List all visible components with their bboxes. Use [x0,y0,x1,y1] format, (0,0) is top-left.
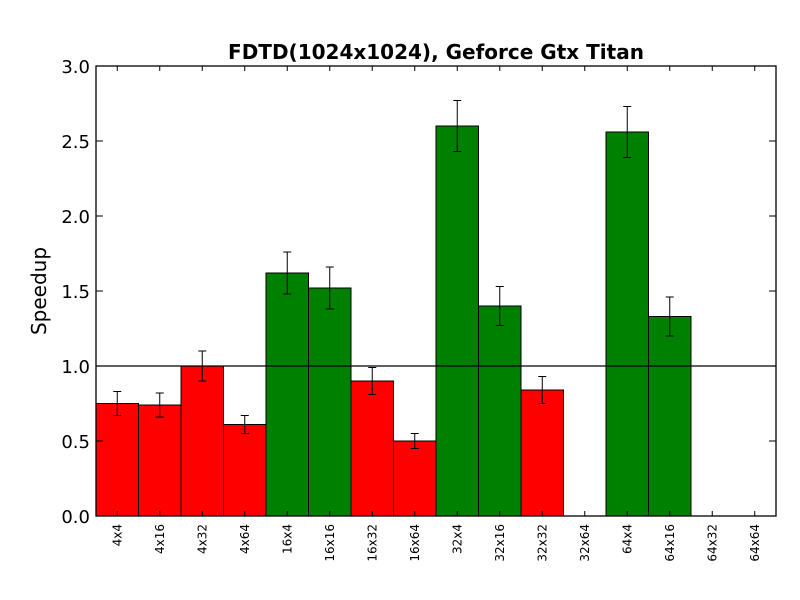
y-tick-label: 1.5 [61,282,90,303]
x-tick-label: 32x4 [450,524,464,554]
y-axis-label: Speedup [27,247,51,335]
error-bar-4x64 [240,415,249,434]
bar-16x64 [393,440,437,517]
bar-4x32 [180,365,224,517]
x-tick-label: 64x32 [705,524,719,562]
y-tick-label: 3.0 [61,57,90,78]
error-bar-16x4 [283,251,292,295]
error-bar-16x64 [410,433,419,449]
x-tick-label: 4x64 [238,524,252,554]
bar-4x4 [95,403,139,517]
x-tick-label: 16x16 [323,524,337,562]
bar-64x4 [605,131,649,517]
error-bar-64x4 [623,106,632,158]
error-bar-16x32 [368,367,377,395]
bar-16x4 [265,272,309,517]
bar-32x16 [478,305,522,517]
error-bar-32x4 [453,100,462,152]
error-bars-group [113,100,674,449]
x-tick-label: 32x32 [535,524,549,562]
error-bar-32x32 [538,376,547,404]
error-bar-4x16 [155,392,164,418]
y-axis-ticks: 0.0 0.5 1.0 1.5 2.0 2.5 3.0 [61,57,776,528]
bar-4x16 [138,404,182,517]
bar-32x4 [435,125,479,517]
chart-title: FDTD(1024x1024), Geforce Gtx Titan [228,40,644,64]
bar-4x64 [223,424,267,517]
x-tick-label: 64x16 [663,524,677,562]
bar-16x32 [350,380,394,517]
y-tick-label: 0.0 [61,507,90,528]
y-tick-label: 1.0 [61,357,90,378]
y-tick-label: 2.0 [61,207,90,228]
bar-64x16 [648,316,692,517]
x-axis-ticks: 4x4 4x16 4x32 4x64 16x4 16x16 16x32 16x64 32x4 32… [110,66,762,562]
x-tick-label: 16x64 [408,524,422,562]
error-bar-32x16 [495,286,504,326]
error-bar-4x4 [113,391,122,416]
error-bar-16x16 [325,266,334,310]
bar-32x32 [520,389,564,517]
x-tick-label: 32x16 [493,524,507,562]
x-tick-label: 4x16 [153,524,167,554]
x-tick-label: 16x4 [280,524,294,554]
error-bar-64x16 [665,296,674,337]
y-tick-label: 0.5 [61,432,90,453]
x-tick-label: 64x64 [748,524,762,562]
x-tick-label: 32x64 [578,524,592,562]
x-tick-label: 4x4 [110,524,124,546]
bars-group [95,125,692,517]
x-tick-label: 64x4 [620,524,634,554]
x-tick-label: 16x32 [365,524,379,562]
bar-16x16 [308,287,352,517]
y-tick-label: 2.5 [61,132,90,153]
x-tick-label: 4x32 [195,524,209,554]
